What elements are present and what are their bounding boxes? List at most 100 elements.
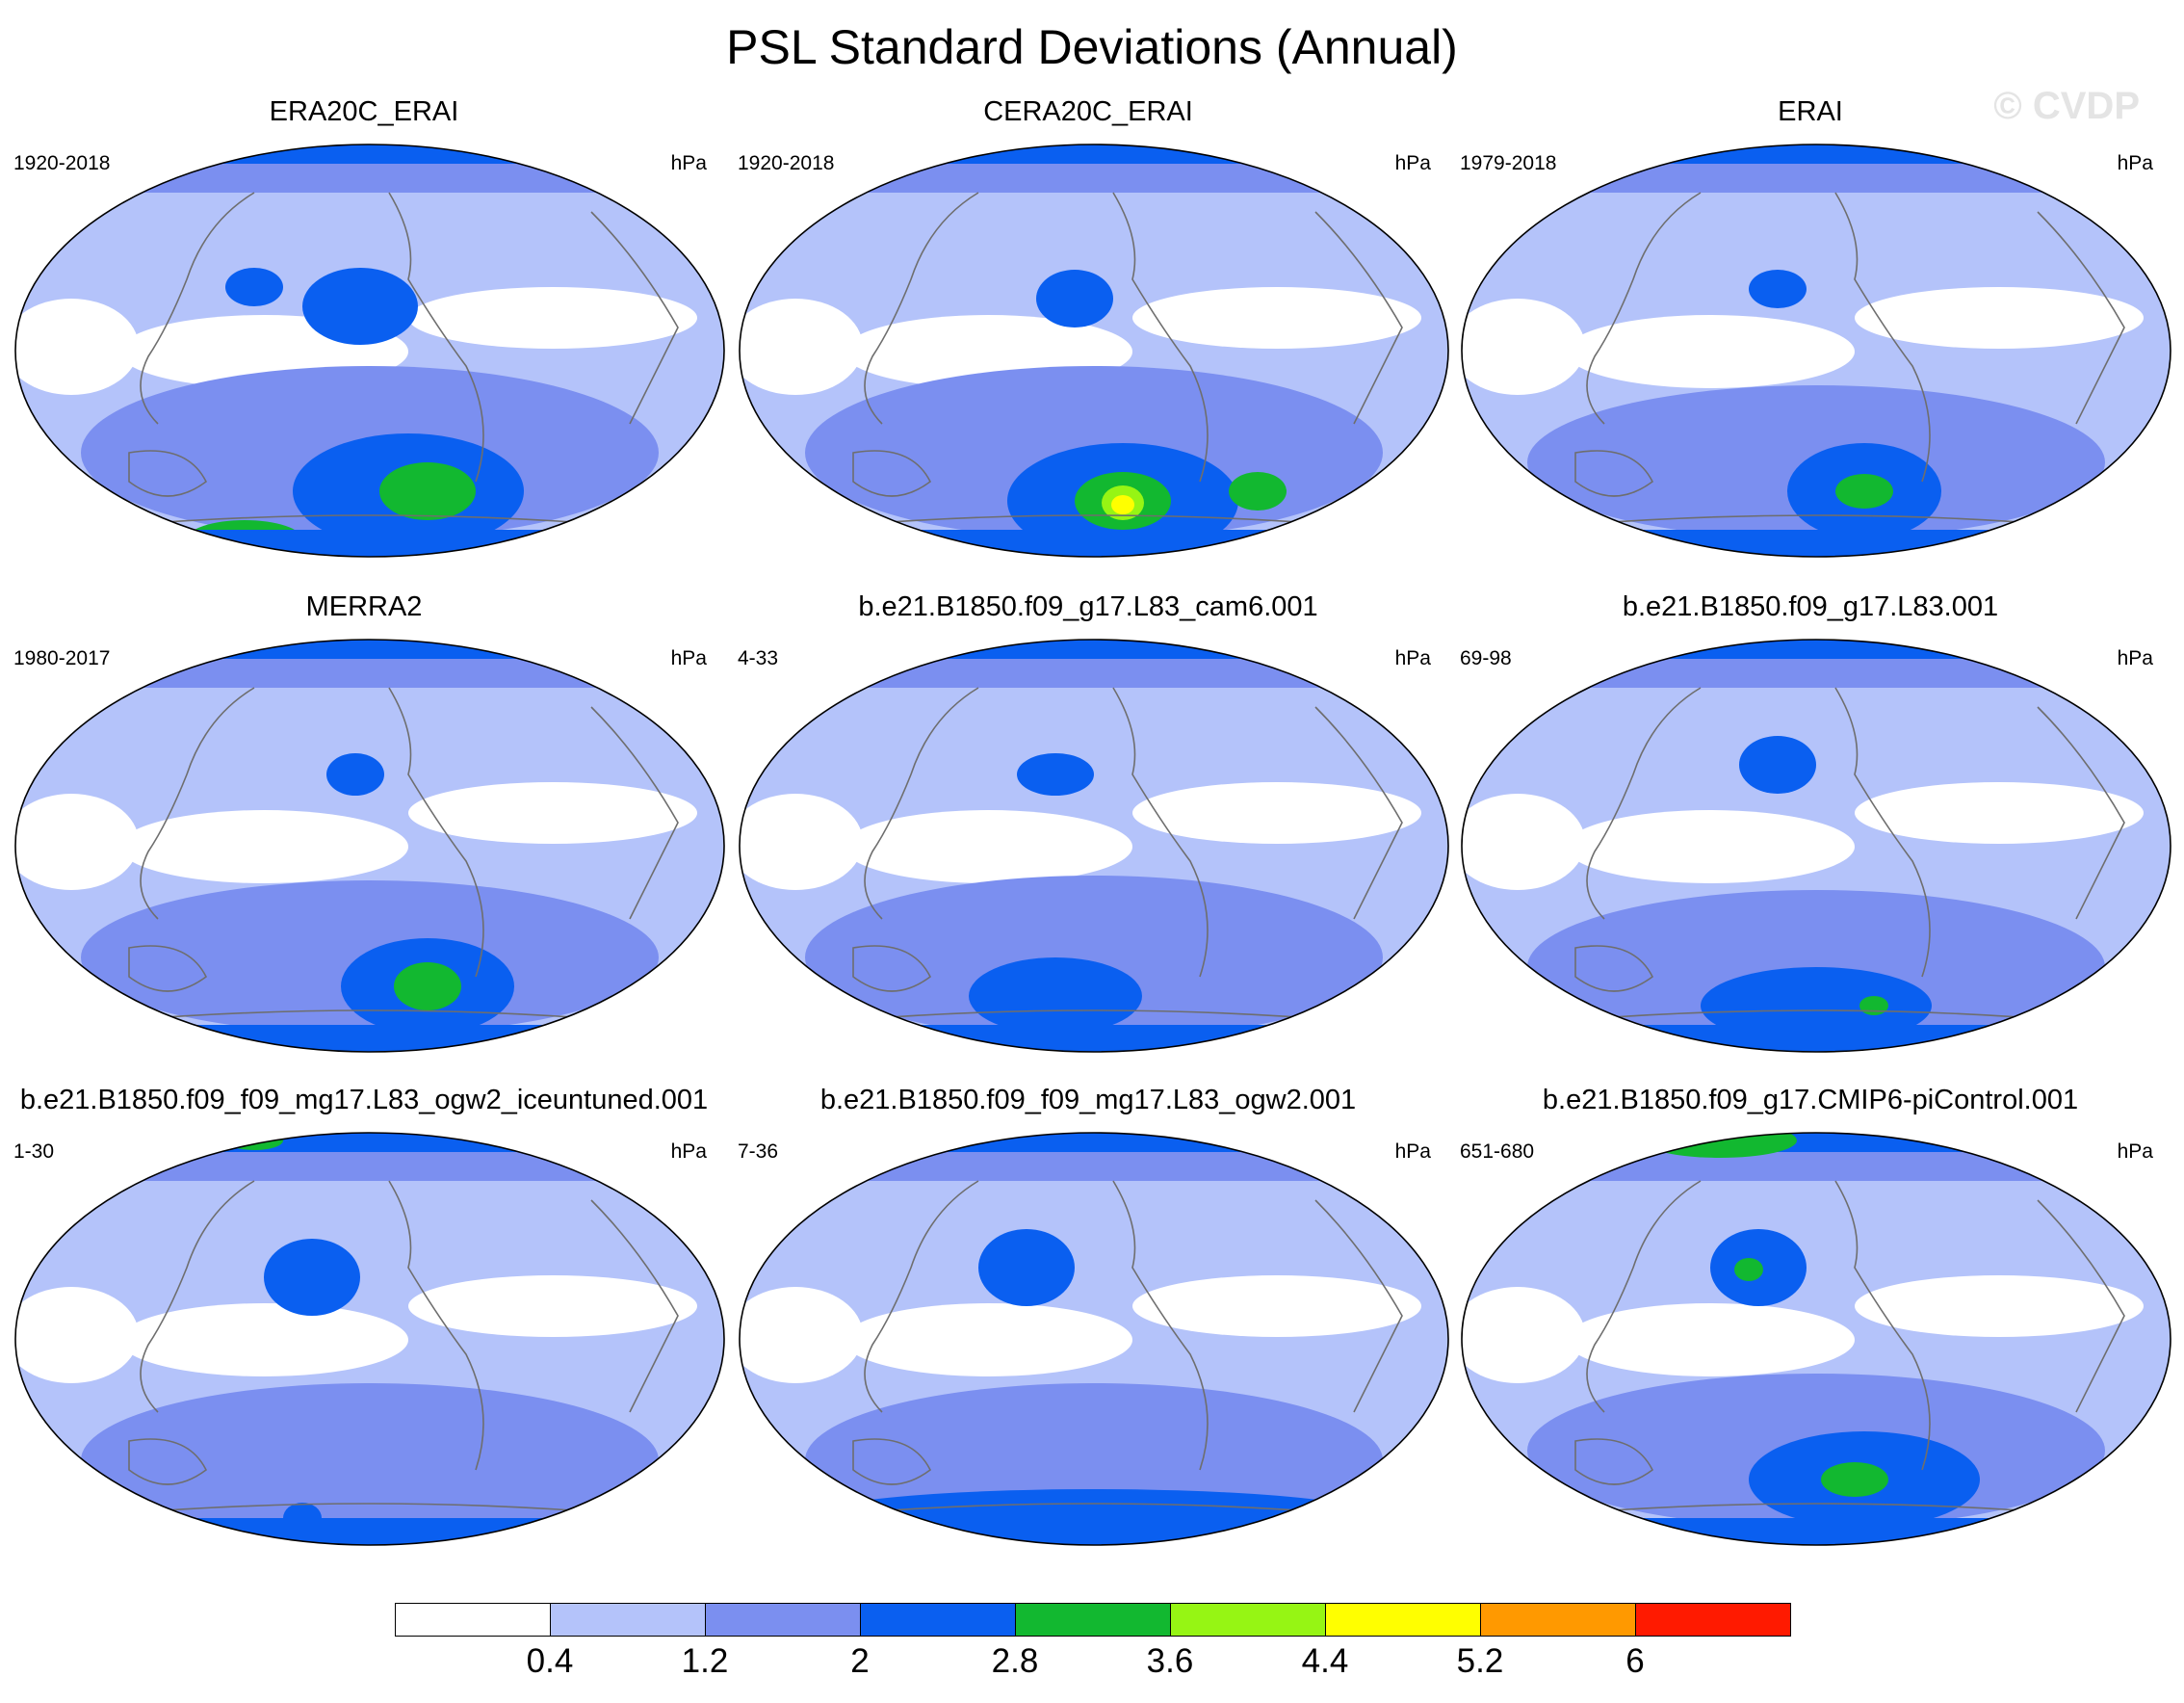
panel-years: 1980-2017 [13,647,111,669]
variability-contour [1821,1462,1888,1497]
arctic-band-core [1462,144,2171,164]
panel-units: hPa [1394,1140,1431,1163]
low-variability-region [1855,1275,2144,1337]
colorbar-swatch [395,1603,551,1637]
coastline [1517,1180,2125,1519]
antarctic-band [15,1025,724,1052]
low-variability-region [1132,287,1421,349]
map-plot [739,1132,1449,1546]
panel-years: 1920-2018 [13,152,111,174]
map-panel: b.e21.B1850.f09_g17.L83_cam6.001 4-33 hPa [724,591,1452,1100]
variability-contour [1835,474,1893,509]
colorbar-level-label: 1.2 [681,1642,729,1680]
low-variability-region [15,794,139,890]
low-variability-region [1462,1287,1585,1383]
panel-years: 7-36 [738,1140,779,1163]
panel-years: 1-30 [13,1140,55,1163]
variability-contour [302,268,418,345]
coastline [794,1180,1403,1519]
map-plot [14,639,725,1053]
antarctic-band [740,1518,1448,1545]
figure-title: PSL Standard Deviations (Annual) [726,20,1458,74]
arctic-band-core [740,144,1448,164]
panel-title: b.e21.B1850.f09_g17.CMIP6-piControl.001 [1542,1085,2079,1115]
panel-title: ERAI [1778,96,1843,127]
antarctic-band [1462,530,2171,557]
variability-contour [969,957,1142,1035]
map-panel: ERA20C_ERAI 1920-2018 hPa [0,96,728,605]
map-border [1461,1132,2171,1546]
panel-years: 651-680 [1460,1140,1535,1163]
map-plot [14,1132,725,1546]
antarctic-band [740,530,1448,557]
coastline [794,192,1403,531]
map-panel: ERAI 1979-2018 hPa [1446,96,2174,605]
panel-units: hPa [670,1140,707,1163]
map-border [14,639,725,1053]
low-variability-region [1855,782,2144,844]
map-panel: b.e21.B1850.f09_f09_mg17.L83_ogw2.001 7-3… [724,1085,1452,1593]
low-variability-region [740,794,863,890]
arctic-band-core [15,144,724,164]
low-variability-region [119,810,408,883]
panel-title: b.e21.B1850.f09_g17.L83_cam6.001 [858,591,1318,622]
colorbar-swatch [1325,1603,1481,1637]
map-border [1461,144,2171,558]
variability-contour [225,268,283,306]
low-variability-region [740,1287,863,1383]
map-panel: CERA20C_ERAI 1920-2018 hPa [724,96,1452,605]
variability-contour [1749,270,1807,308]
panel-units: hPa [1394,647,1431,669]
variability-contour [1111,495,1134,514]
variability-contour [264,1239,360,1316]
colorbar-swatch [1015,1603,1171,1637]
colorbar-swatch [1480,1603,1636,1637]
colorbar-level-label: 4.4 [1301,1642,1349,1680]
colorbar-level-label: 6 [1625,1642,1645,1680]
variability-contour [1734,1258,1763,1281]
antarctic-band [15,530,724,557]
map-border [1461,639,2171,1053]
low-variability-region [1132,782,1421,844]
variability-contour [978,1229,1075,1306]
low-variability-region [1566,315,1855,388]
coastline [70,192,679,531]
variability-contour [1229,472,1287,511]
coastline [1517,687,2125,1026]
panel-units: hPa [1394,152,1431,174]
panel-units: hPa [670,647,707,669]
low-variability-region [844,1303,1132,1376]
map-plot [1461,144,2171,558]
arctic-band-core [1462,640,2171,659]
low-variability-region [1566,1303,1855,1376]
variability-contour [1036,270,1113,328]
panel-units: hPa [2117,152,2153,174]
cvdp-watermark: © CVDP [1993,85,2140,127]
map-panel: b.e21.B1850.f09_g17.L83.001 69-98 hPa [1446,591,2174,1100]
map-border [14,144,725,558]
antarctic-band [1462,1518,2171,1545]
map-plot [739,144,1449,558]
low-variability-region [1132,1275,1421,1337]
map-border [739,144,1449,558]
panel-units: hPa [670,152,707,174]
variability-contour [394,962,461,1010]
map-plot [739,639,1449,1053]
antarctic-band [1462,1025,2171,1052]
arctic-band-core [15,640,724,659]
coastline [70,1180,679,1519]
arctic-band-core [1462,1133,2171,1152]
panel-title: MERRA2 [305,591,423,622]
map-plot [1461,639,2171,1053]
arctic-band-core [15,1133,724,1152]
low-variability-region [844,810,1132,883]
variability-contour [379,462,476,520]
antarctic-band [740,1025,1448,1052]
colorbar-swatch [1635,1603,1791,1637]
low-variability-region [1462,299,1585,395]
colorbar-swatch [860,1603,1016,1637]
panel-title: CERA20C_ERAI [983,96,1193,127]
low-variability-region [15,1287,139,1383]
low-variability-region [1855,287,2144,349]
antarctic-band [15,1518,724,1545]
